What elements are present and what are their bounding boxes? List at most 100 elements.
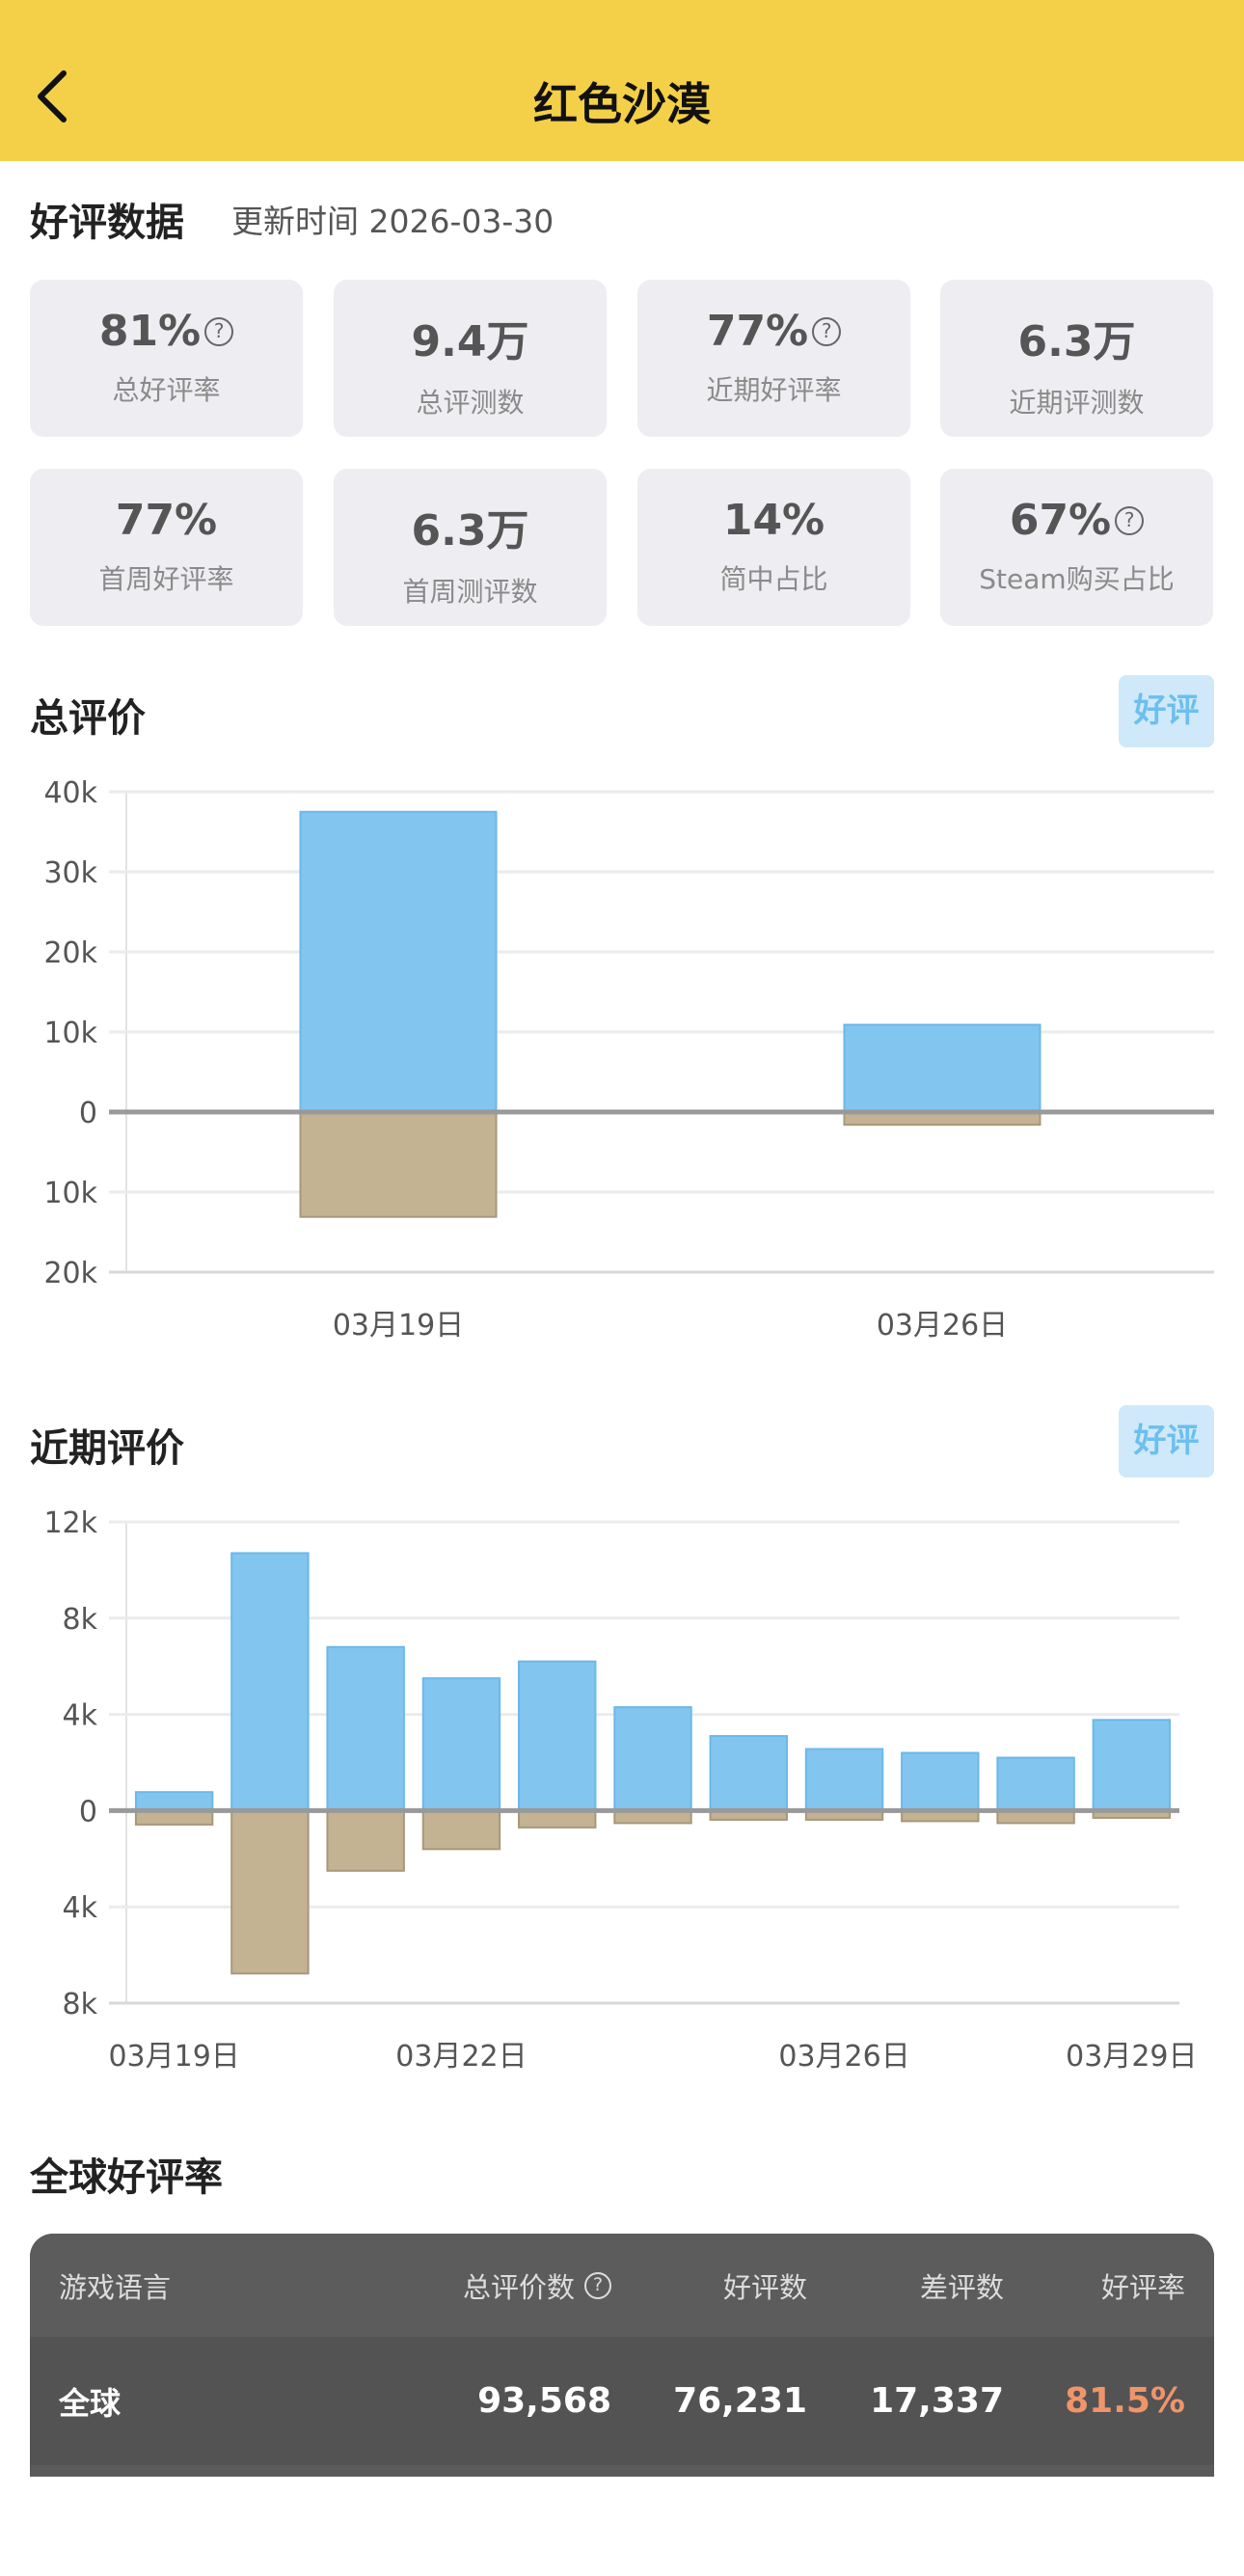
- stat-value: 6.3万: [940, 307, 1213, 368]
- stat-value-text: 67%: [1009, 496, 1112, 545]
- negative-bar: [326, 1809, 405, 1872]
- col-good: 好评数: [722, 2270, 807, 2304]
- global-rate-table: 游戏语言 总评价数? 好评数 差评数 好评率 全球 93,568 76,231 …: [30, 2234, 1214, 2477]
- stat-label: 首周测评数: [402, 576, 538, 608]
- stat-label: 首周好评率: [98, 563, 234, 595]
- y-tick-label: 20k: [43, 1257, 97, 1290]
- x-tick-label: 03月29日: [1066, 2040, 1197, 2074]
- stat-value: 9.4万: [334, 307, 607, 368]
- positive-bar: [134, 1791, 214, 1812]
- stat-label: 近期评测数: [1009, 387, 1145, 419]
- col-language: 游戏语言: [59, 2270, 172, 2304]
- y-tick-label: 12k: [43, 1506, 97, 1540]
- stat-value: 14%: [637, 496, 910, 545]
- table-row: 全球 93,568 76,231 17,337 81.5%: [30, 2337, 1214, 2465]
- y-tick-label: 40k: [43, 776, 97, 810]
- positive-filter-button[interactable]: 好评: [1119, 675, 1214, 747]
- positive-bar: [299, 810, 498, 1113]
- update-time: 更新时间 2026-03-30: [231, 203, 554, 240]
- negative-bar: [518, 1809, 597, 1829]
- stat-label: 简中占比: [719, 563, 828, 595]
- y-tick-label: 10k: [43, 1017, 97, 1050]
- y-tick-label: 0: [79, 1097, 97, 1130]
- positive-bar: [996, 1756, 1075, 1812]
- top-bar: 红色沙漠: [0, 0, 1244, 161]
- x-tick-label: 03月22日: [395, 2040, 527, 2074]
- stat-value-text: 9.4万: [411, 317, 529, 366]
- stat-card: 6.3万首周测评数: [334, 469, 607, 626]
- stat-card: 77% 首周好评率: [30, 469, 303, 626]
- x-tick-label: 03月26日: [877, 1309, 1008, 1342]
- stat-value-text: 14%: [722, 496, 825, 545]
- chevron-left-icon: [38, 70, 67, 122]
- stat-value-text: 81%: [98, 307, 202, 356]
- y-tick-label: 10k: [43, 1177, 97, 1210]
- stat-value: 77%: [30, 496, 303, 545]
- stat-card: 77%? 近期好评率: [637, 280, 910, 437]
- stat-card: 6.3万近期评测数: [940, 280, 1213, 437]
- positive-bar: [843, 1023, 1041, 1113]
- stat-label: 总评测数: [416, 387, 525, 419]
- y-tick-label: 4k: [63, 1699, 98, 1733]
- help-icon[interactable]: ?: [1115, 505, 1145, 535]
- positive-bar: [518, 1660, 597, 1812]
- cell-language: 全球: [59, 2384, 122, 2422]
- stat-label: 总好评率: [112, 374, 221, 406]
- stat-value-text: 77%: [706, 307, 809, 356]
- col-total: 总评价数?: [463, 2234, 611, 2337]
- y-tick-label: 0: [79, 1795, 97, 1829]
- recent-reviews-chart: 12k 8k 4k 0 4k 8k 03月19日 03月22日 03月26日 03月29日: [43, 1506, 1197, 2074]
- y-tick-label: 30k: [43, 856, 97, 890]
- positive-bar: [1092, 1719, 1172, 1812]
- stat-card: 67%? Steam购买占比: [940, 469, 1213, 626]
- negative-bar: [421, 1809, 501, 1851]
- y-tick-label: 4k: [63, 1891, 98, 1925]
- back-button[interactable]: [31, 68, 79, 125]
- col-total-label: 总评价数: [462, 2270, 575, 2304]
- stat-value-text: 6.3万: [411, 506, 529, 556]
- help-icon[interactable]: ?: [204, 316, 234, 346]
- stat-label: 近期好评率: [706, 374, 842, 406]
- stat-card: 9.4万总评测数: [334, 280, 607, 437]
- help-icon[interactable]: ?: [812, 316, 842, 346]
- negative-bar: [230, 1809, 310, 1975]
- global-rate-heading: 全球好评率: [30, 2156, 223, 2200]
- cell-rate: 81.5%: [1065, 2381, 1185, 2421]
- stat-value: 81%?: [30, 307, 303, 356]
- positive-bar: [709, 1735, 788, 1812]
- x-tick-label: 03月26日: [778, 2040, 909, 2074]
- col-rate: 好评率: [1100, 2270, 1185, 2304]
- cell-good: 76,231: [673, 2381, 807, 2421]
- y-tick-label: 20k: [43, 936, 97, 970]
- table-header: 游戏语言 总评价数? 好评数 差评数 好评率: [30, 2234, 1214, 2337]
- stat-value: 67%?: [940, 496, 1213, 545]
- y-tick-label: 8k: [63, 1988, 98, 2021]
- positive-bar: [326, 1645, 405, 1812]
- y-tick-label: 8k: [63, 1603, 98, 1637]
- stat-label: Steam购买占比: [979, 563, 1175, 595]
- cell-total: 93,568: [477, 2381, 611, 2421]
- positive-filter-button-recent[interactable]: 好评: [1119, 1405, 1214, 1478]
- help-icon[interactable]: ?: [584, 2271, 611, 2299]
- x-tick-label: 03月19日: [333, 1309, 464, 1342]
- positive-bar: [901, 1751, 980, 1812]
- negative-bar: [299, 1111, 498, 1218]
- stat-value-text: 77%: [115, 496, 218, 545]
- stat-value: 77%?: [637, 307, 910, 356]
- positive-bar: [613, 1706, 692, 1812]
- stat-value: 6.3万: [334, 496, 607, 557]
- cell-bad: 17,337: [870, 2381, 1004, 2421]
- recent-reviews-heading: 近期评价: [30, 1426, 184, 1471]
- stat-card: 14% 简中占比: [637, 469, 910, 626]
- stat-value-text: 6.3万: [1017, 317, 1136, 366]
- positive-bar: [804, 1748, 884, 1812]
- total-reviews-chart: 40k 30k 20k 10k 0 10k 20k 03月19日 03月26日: [43, 776, 1214, 1342]
- page-title: 红色沙漠: [533, 78, 711, 130]
- col-bad: 差评数: [919, 2270, 1004, 2304]
- stat-card: 81%? 总好评率: [30, 280, 303, 437]
- positive-bar: [421, 1677, 501, 1812]
- x-tick-label: 03月19日: [108, 2040, 239, 2074]
- positive-bar: [230, 1552, 310, 1812]
- total-reviews-heading: 总评价: [30, 696, 146, 741]
- summary-heading: 好评数据: [30, 201, 184, 245]
